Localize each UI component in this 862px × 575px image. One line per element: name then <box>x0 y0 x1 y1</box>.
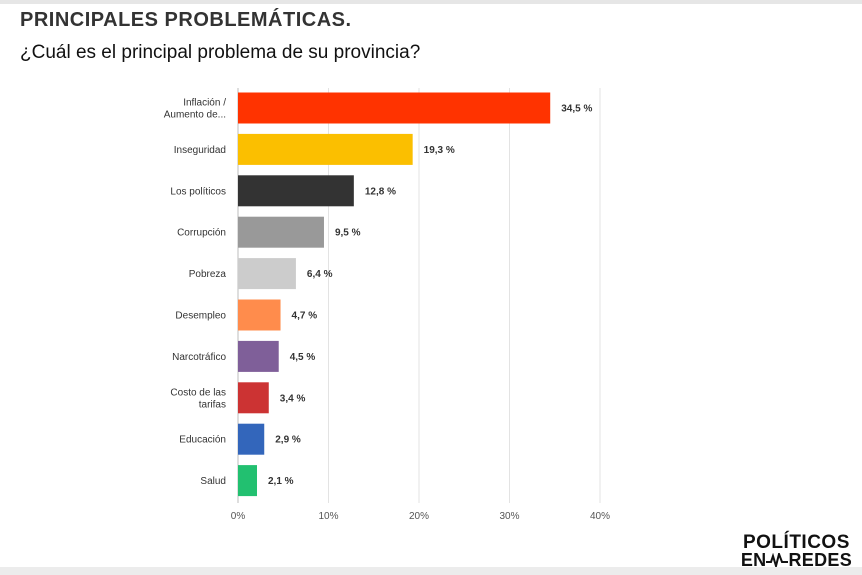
value-label-8: 2,9 % <box>275 435 301 446</box>
category-label-1: Inseguridad <box>174 145 226 156</box>
value-label-0: 34,5 % <box>561 104 592 115</box>
x-tick-label-20: 20% <box>409 511 429 522</box>
value-label-2: 12,8 % <box>365 186 396 197</box>
bar-6 <box>238 340 279 372</box>
bar-4 <box>238 258 296 290</box>
logo-line-2: EN REDES <box>740 549 852 570</box>
category-labels: Inflación / Aumento de... Inseguridad Los p… <box>164 98 227 488</box>
x-tick-label-10: 10% <box>318 511 338 522</box>
value-label-9: 2,1 % <box>268 476 294 487</box>
category-label-3: Corrupción <box>177 228 226 239</box>
bar-8 <box>238 423 265 455</box>
logo-line-2-right: REDES <box>788 549 852 570</box>
value-label-3: 9,5 % <box>335 228 361 239</box>
x-tick-label-0: 0% <box>231 511 246 522</box>
value-label-5: 4,7 % <box>292 311 318 322</box>
category-label-2: Los políticos <box>170 186 226 197</box>
page-subtitle: ¿Cuál es el principal problema de su pro… <box>20 42 421 63</box>
chart-bars <box>238 92 551 497</box>
value-label-1: 19,3 % <box>424 145 455 156</box>
category-label-4: Pobreza <box>189 269 227 280</box>
value-label-6: 4,5 % <box>290 352 316 363</box>
category-label-6: Narcotráfico <box>172 352 226 363</box>
bar-5 <box>238 299 281 331</box>
page-title: PRINCIPALES PROBLEMÁTICAS. <box>20 9 352 31</box>
top-rule <box>0 0 862 4</box>
category-label-7: Costo de las tarifas <box>170 387 226 410</box>
category-label-8: Educación <box>179 435 226 446</box>
category-label-9: Salud <box>200 476 226 487</box>
value-label-4: 6,4 % <box>307 269 333 280</box>
bar-9 <box>238 465 258 497</box>
x-tick-label-40: 40% <box>590 511 610 522</box>
logo-line-1: POLÍTICOS <box>742 531 850 553</box>
category-label-0: Inflación / Aumento de... <box>164 98 226 121</box>
value-labels: 34,5 % 19,3 % 12,8 % 9,5 % 6,4 % 4,7 % 4,5 % 3,… <box>268 104 592 488</box>
bar-0 <box>238 92 551 124</box>
bottom-rule <box>0 567 862 575</box>
brand-logo: POLÍTICOS EN REDES <box>740 531 852 570</box>
category-label-5: Desempleo <box>175 311 226 322</box>
x-axis-ticks: 0% 10% 20% 30% 40% <box>231 511 610 522</box>
bar-7 <box>238 382 269 414</box>
bar-2 <box>238 175 354 207</box>
pulse-icon <box>766 550 789 570</box>
x-tick-label-30: 30% <box>499 511 519 522</box>
bar-1 <box>238 133 413 165</box>
bar-3 <box>238 216 324 248</box>
logo-line-2-left: EN <box>740 549 767 570</box>
value-label-7: 3,4 % <box>280 393 306 404</box>
